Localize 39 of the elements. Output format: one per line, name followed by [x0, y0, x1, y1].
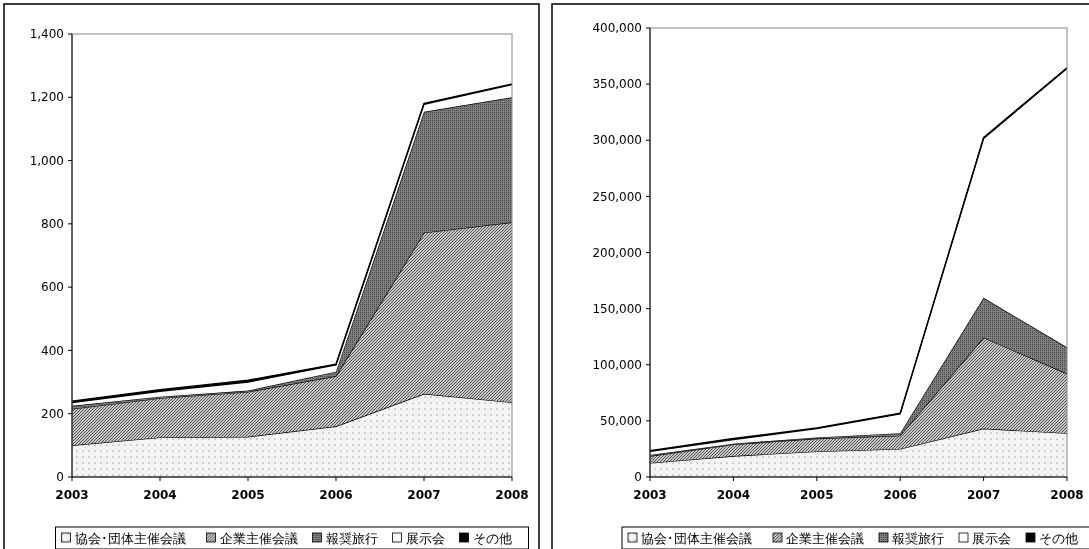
- y-tick-label: 150,000: [592, 301, 642, 316]
- y-tick-label: 50,000: [600, 414, 642, 429]
- legend-label: 企業主催会議: [786, 530, 864, 546]
- x-tick-label: 2005: [800, 488, 834, 502]
- x-tick-label: 2006: [319, 488, 353, 502]
- x-tick-label: 2003: [633, 488, 667, 502]
- y-tick-label: 200: [41, 406, 64, 421]
- x-tick-label: 2008: [1050, 488, 1084, 502]
- y-tick-label: 400,000: [592, 21, 642, 36]
- legend-label: 展示会: [405, 530, 445, 546]
- y-tick-label: 100,000: [592, 357, 642, 372]
- y-tick-label: 0: [56, 470, 64, 485]
- y-tick-label: 1,400: [29, 27, 64, 42]
- legend-label: その他: [1039, 530, 1078, 546]
- legend-label: 企業主催会議: [219, 530, 298, 546]
- y-tick-label: 0: [634, 470, 642, 485]
- legend-label: 展示会: [972, 530, 1011, 546]
- legend-label: 協会･団体主催会議: [641, 530, 752, 546]
- y-tick-label: 600: [41, 280, 64, 295]
- legend-label: 報奨旅行: [892, 530, 944, 546]
- y-tick-label: 1,200: [29, 90, 64, 105]
- x-tick-label: 2008: [495, 488, 529, 502]
- legend-label: 報奨旅行: [325, 530, 378, 546]
- y-tick-label: 300,000: [592, 133, 642, 148]
- y-tick-label: 800: [41, 217, 64, 232]
- legend-label: その他: [472, 530, 512, 546]
- x-tick-label: 2006: [883, 488, 917, 502]
- x-tick-label: 2004: [716, 488, 751, 502]
- y-tick-label: 350,000: [592, 77, 642, 92]
- x-tick-label: 2005: [231, 488, 265, 502]
- x-tick-label: 2007: [966, 488, 1001, 502]
- x-tick-label: 2007: [407, 488, 441, 502]
- x-tick-label: 2004: [143, 488, 177, 502]
- y-tick-label: 200,000: [592, 245, 642, 260]
- x-tick-label: 2003: [55, 488, 89, 502]
- y-tick-label: 400: [41, 343, 64, 358]
- y-tick-label: 1,000: [29, 153, 64, 168]
- y-tick-label: 250,000: [592, 189, 642, 204]
- legend-label: 協会･団体主催会議: [74, 530, 186, 546]
